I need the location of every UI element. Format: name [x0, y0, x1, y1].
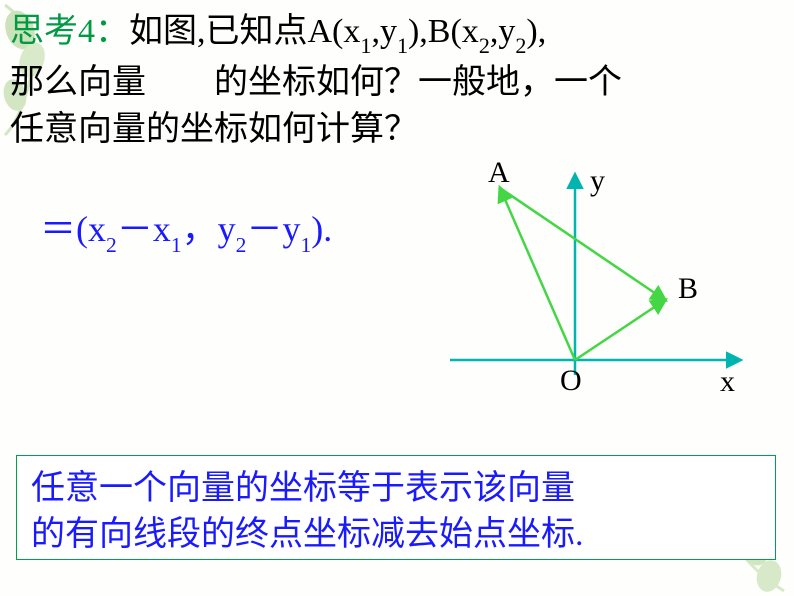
q-line2: 那么向量 的坐标如何？一般地，一个 [10, 64, 622, 101]
q-line1-p4: ,y [490, 13, 516, 50]
label-B: B [678, 272, 698, 306]
conclusion-line2: 的有向线段的终点坐标减去始点坐标. [31, 516, 584, 553]
slide-content: 思考4：如图,已知点A(x1,y1),B(x2,y2), 那么向量 的坐标如何？… [0, 0, 794, 596]
f-s1: 2 [106, 233, 117, 257]
q-line1-p1: 如图,已知点A(x [129, 13, 360, 50]
coordinate-diagram: A y B O x [440, 160, 760, 420]
q-sub1: 1 [360, 33, 371, 58]
f-eq: ＝ [40, 209, 76, 249]
label-x: x [720, 365, 735, 399]
question-block: 思考4：如图,已知点A(x1,y1),B(x2,y2), 那么向量 的坐标如何？… [10, 8, 784, 154]
f-s3: 2 [236, 233, 247, 257]
q-line1-p3: ),B(x [408, 13, 479, 50]
vector-OB [575, 300, 665, 360]
question-label: 思考4： [10, 13, 129, 50]
q-sub3: 2 [479, 33, 490, 58]
label-A: A [488, 156, 510, 190]
f-open: (x [76, 209, 106, 249]
f-close: ). [311, 209, 332, 249]
q-sub4: 2 [515, 33, 526, 58]
q-line1-p5: ), [526, 13, 546, 50]
f-m2: －y [246, 209, 300, 249]
label-y: y [590, 164, 605, 198]
f-comma: ，y [182, 209, 236, 249]
label-O: O [560, 364, 582, 398]
conclusion-box: 任意一个向量的坐标等于表示该向量 的有向线段的终点坐标减去始点坐标. [16, 455, 776, 560]
conclusion-line1: 任意一个向量的坐标等于表示该向量 [31, 470, 575, 507]
f-s2: 1 [171, 233, 182, 257]
q-line1-p2: ,y [371, 13, 397, 50]
f-s4: 1 [300, 233, 311, 257]
q-line3: 任意向量的坐标如何计算？ [10, 111, 418, 148]
q-sub2: 1 [397, 33, 408, 58]
formula: ＝(x2－x1，y2－y1). [40, 200, 332, 255]
f-m1: －x [117, 209, 171, 249]
